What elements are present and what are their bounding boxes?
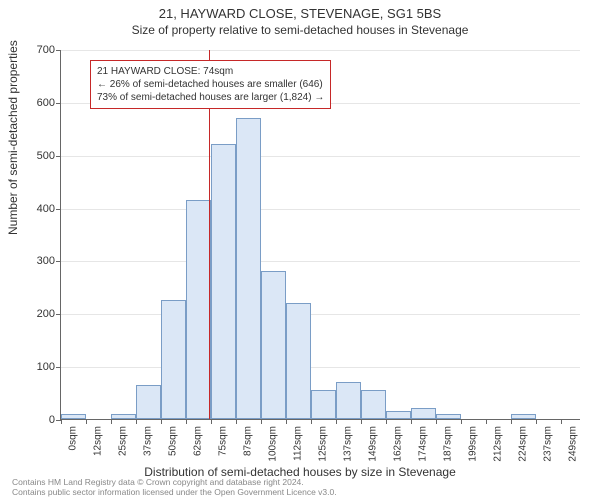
x-tick-label: 162sqm <box>392 426 403 462</box>
chart-title: 21, HAYWARD CLOSE, STEVENAGE, SG1 5BS <box>0 0 600 21</box>
plot-wrapper: 21 HAYWARD CLOSE: 74sqm ← 26% of semi-de… <box>60 50 580 420</box>
x-tick-label: 62sqm <box>192 426 203 456</box>
chart-container: 21, HAYWARD CLOSE, STEVENAGE, SG1 5BS Si… <box>0 0 600 500</box>
x-tick-label: 249sqm <box>567 426 578 462</box>
x-tick-label: 37sqm <box>142 426 153 456</box>
x-tick-mark <box>111 419 112 424</box>
x-tick-label: 199sqm <box>467 426 478 462</box>
x-tick-mark <box>386 419 387 424</box>
info-box: 21 HAYWARD CLOSE: 74sqm ← 26% of semi-de… <box>90 60 331 109</box>
info-box-line2: ← 26% of semi-detached houses are smalle… <box>97 78 324 91</box>
credits-line1: Contains HM Land Registry data © Crown c… <box>12 477 337 487</box>
y-tick-label: 200 <box>15 308 55 320</box>
y-tick-label: 0 <box>15 414 55 426</box>
x-tick-label: 224sqm <box>517 426 528 462</box>
y-tick-mark <box>56 314 61 315</box>
histogram-bar <box>361 390 386 419</box>
histogram-bar <box>436 414 461 419</box>
histogram-bar <box>311 390 336 419</box>
x-tick-label: 87sqm <box>242 426 253 456</box>
x-tick-label: 50sqm <box>167 426 178 456</box>
x-tick-mark <box>536 419 537 424</box>
x-tick-mark <box>511 419 512 424</box>
info-box-line3: 73% of semi-detached houses are larger (… <box>97 91 324 104</box>
x-tick-mark <box>411 419 412 424</box>
x-tick-mark <box>136 419 137 424</box>
x-tick-mark <box>236 419 237 424</box>
y-tick-label: 300 <box>15 255 55 267</box>
y-tick-mark <box>56 367 61 368</box>
histogram-bar <box>186 200 211 419</box>
x-tick-label: 25sqm <box>117 426 128 456</box>
x-tick-mark <box>311 419 312 424</box>
x-tick-mark <box>86 419 87 424</box>
x-tick-label: 0sqm <box>67 426 78 450</box>
histogram-bar <box>136 385 161 419</box>
y-tick-mark <box>56 209 61 210</box>
grid-line <box>61 314 580 315</box>
x-tick-mark <box>336 419 337 424</box>
y-tick-label: 100 <box>15 361 55 373</box>
grid-line <box>61 209 580 210</box>
histogram-bar <box>211 144 236 419</box>
y-tick-label: 400 <box>15 203 55 215</box>
grid-line <box>61 261 580 262</box>
x-tick-label: 112sqm <box>292 426 303 461</box>
y-tick-mark <box>56 103 61 104</box>
x-tick-label: 137sqm <box>342 426 353 462</box>
x-tick-label: 149sqm <box>367 426 378 462</box>
x-tick-mark <box>436 419 437 424</box>
x-tick-mark <box>461 419 462 424</box>
x-tick-label: 12sqm <box>92 426 103 456</box>
histogram-bar <box>61 414 86 419</box>
x-tick-label: 237sqm <box>542 426 553 462</box>
x-tick-mark <box>161 419 162 424</box>
histogram-bar <box>336 382 361 419</box>
y-tick-mark <box>56 50 61 51</box>
y-tick-label: 600 <box>15 97 55 109</box>
y-tick-label: 700 <box>15 44 55 56</box>
histogram-bar <box>386 411 411 419</box>
y-tick-label: 500 <box>15 150 55 162</box>
histogram-bar <box>261 271 286 419</box>
x-tick-label: 187sqm <box>442 426 453 462</box>
histogram-bar <box>161 300 186 419</box>
x-tick-label: 100sqm <box>267 426 278 462</box>
histogram-bar <box>286 303 311 419</box>
y-tick-mark <box>56 261 61 262</box>
info-box-line1: 21 HAYWARD CLOSE: 74sqm <box>97 65 324 78</box>
x-tick-mark <box>361 419 362 424</box>
histogram-bar <box>511 414 536 419</box>
x-tick-label: 174sqm <box>417 426 428 462</box>
histogram-bar <box>411 408 436 419</box>
x-tick-mark <box>561 419 562 424</box>
x-tick-label: 212sqm <box>492 426 503 462</box>
credits: Contains HM Land Registry data © Crown c… <box>12 477 337 497</box>
credits-line2: Contains public sector information licen… <box>12 487 337 497</box>
x-tick-mark <box>286 419 287 424</box>
histogram-bar <box>236 118 261 419</box>
x-tick-mark <box>486 419 487 424</box>
x-tick-mark <box>261 419 262 424</box>
chart-subtitle: Size of property relative to semi-detach… <box>0 21 600 37</box>
x-tick-mark <box>186 419 187 424</box>
histogram-bar <box>111 414 136 419</box>
x-tick-mark <box>61 419 62 424</box>
grid-line <box>61 50 580 51</box>
x-tick-label: 75sqm <box>217 426 228 456</box>
grid-line <box>61 367 580 368</box>
x-tick-label: 125sqm <box>317 426 328 462</box>
x-tick-mark <box>211 419 212 424</box>
grid-line <box>61 156 580 157</box>
y-tick-mark <box>56 156 61 157</box>
